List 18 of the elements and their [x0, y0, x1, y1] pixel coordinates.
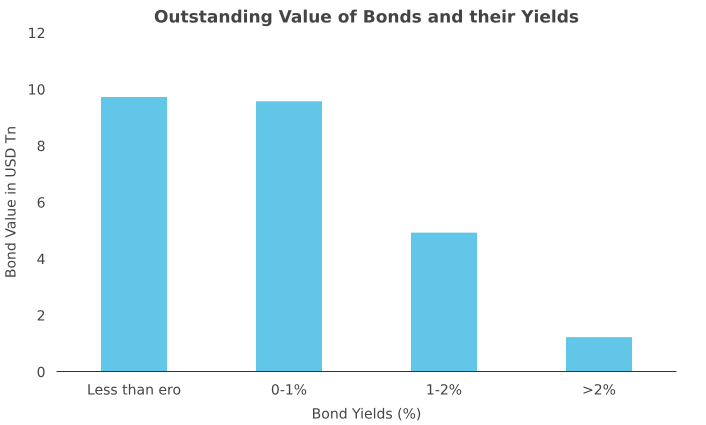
- x-tick-label: Less than ero: [86, 382, 182, 398]
- y-tick-label: 2: [36, 308, 46, 324]
- y-axis-title: Bond Value in USD Tn: [4, 126, 20, 278]
- y-tick-label: 4: [36, 252, 46, 268]
- bar: [100, 96, 168, 372]
- y-tick-label: 8: [36, 139, 46, 155]
- x-tick-label: >2%: [582, 382, 616, 398]
- x-axis-title: Bond Yields (%): [312, 406, 422, 422]
- y-tick-label: 0: [36, 365, 46, 381]
- bar: [256, 101, 322, 372]
- chart-title: Outstanding Value of Bonds and their Yields: [154, 8, 580, 28]
- bar: [410, 232, 478, 372]
- bar: [566, 337, 632, 372]
- y-tick-label: 12: [28, 26, 46, 42]
- y-tick-label: 10: [28, 82, 46, 98]
- x-tick-label: 0-1%: [270, 382, 308, 398]
- x-tick-label: 1-2%: [426, 382, 462, 398]
- y-tick-label: 6: [36, 196, 46, 212]
